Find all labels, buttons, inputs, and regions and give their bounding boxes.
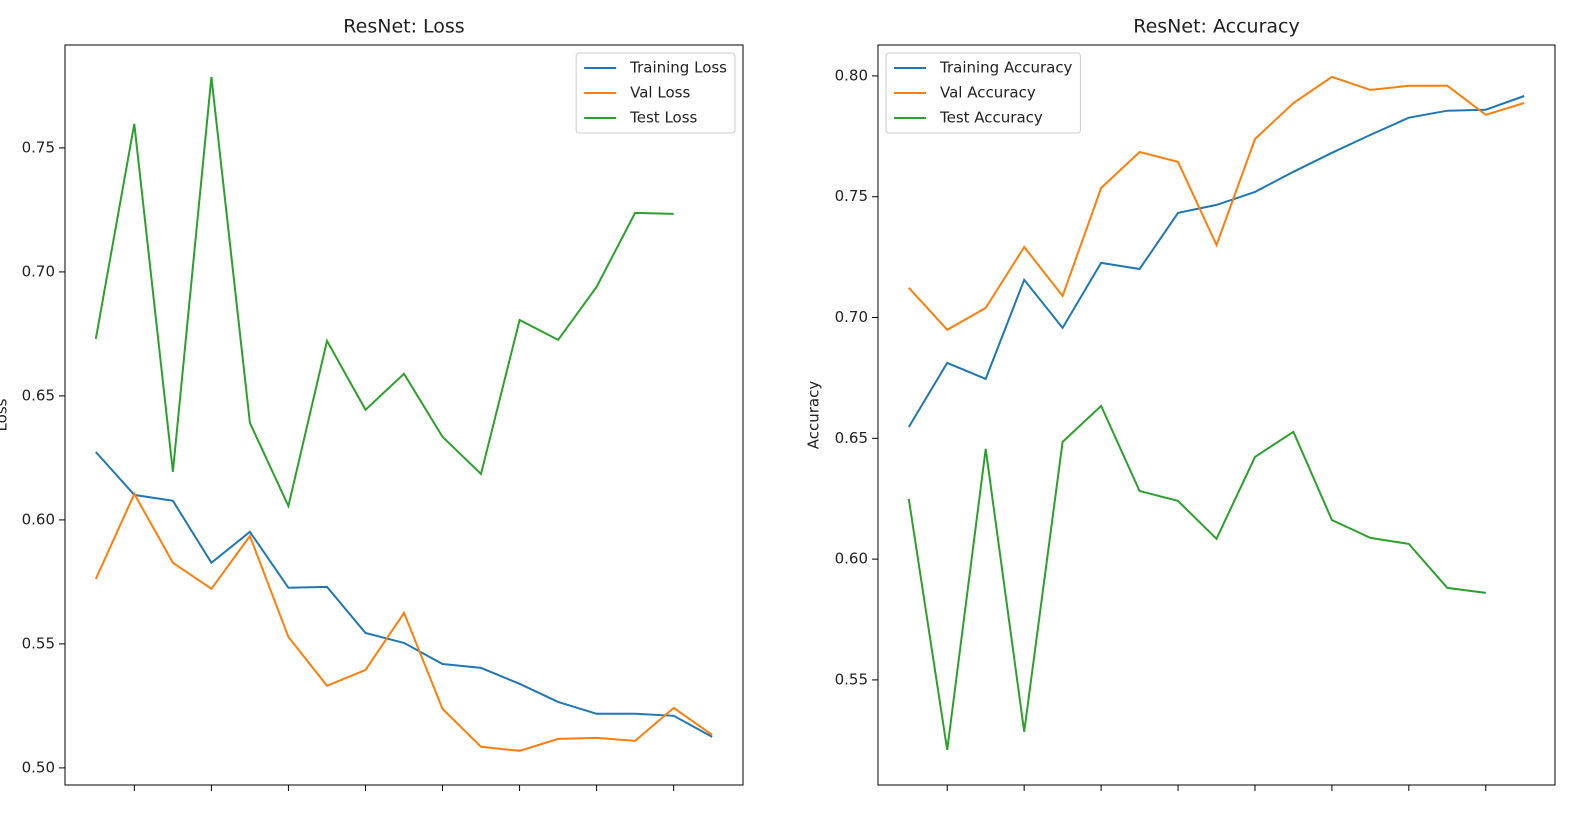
plot-frame	[64, 44, 744, 786]
data-line	[907, 95, 1525, 428]
y-tick-label: 0.75	[22, 138, 55, 156]
y-tick-label: 0.60	[22, 510, 55, 528]
y-tick-label: 0.60	[835, 550, 868, 568]
data-line	[907, 404, 1486, 751]
y-tick-label: 0.55	[835, 670, 868, 688]
y-tick-label: 0.70	[835, 308, 868, 326]
y-tick-label: 0.75	[835, 187, 868, 205]
y-tick-label: 0.55	[22, 634, 55, 652]
legend-frame	[885, 52, 1081, 134]
legend-label: Val Accuracy	[940, 84, 1036, 102]
y-tick-label: 0.70	[22, 262, 55, 280]
data-line	[94, 491, 713, 752]
legend-label: Test Accuracy	[939, 109, 1043, 127]
y-tick-label: 0.80	[835, 66, 868, 84]
legend-frame	[575, 52, 736, 134]
data-line	[908, 75, 1525, 332]
y-axis-label: Loss	[0, 398, 11, 431]
legend: Training Loss Val Loss Test Loss	[575, 52, 736, 134]
y-tick-label: 0.50	[22, 758, 55, 776]
y-tick-label: 0.65	[835, 429, 868, 447]
chart-title: ResNet: Accuracy	[1133, 16, 1299, 38]
y-axis-label: Accuracy	[805, 381, 823, 450]
legend-label: Test Loss	[629, 109, 697, 127]
data-line	[95, 451, 713, 738]
chart-title: ResNet: Loss	[343, 16, 464, 38]
legend-label: Training Accuracy	[939, 59, 1073, 77]
plot-frame	[877, 44, 1556, 786]
legend-label: Training Loss	[629, 59, 727, 77]
y-tick-label: 0.65	[22, 386, 55, 404]
legend: Training Accuracy Val Accuracy Test Accura…	[885, 52, 1081, 134]
legend-label: Val Loss	[630, 84, 690, 102]
data-line	[94, 76, 674, 510]
